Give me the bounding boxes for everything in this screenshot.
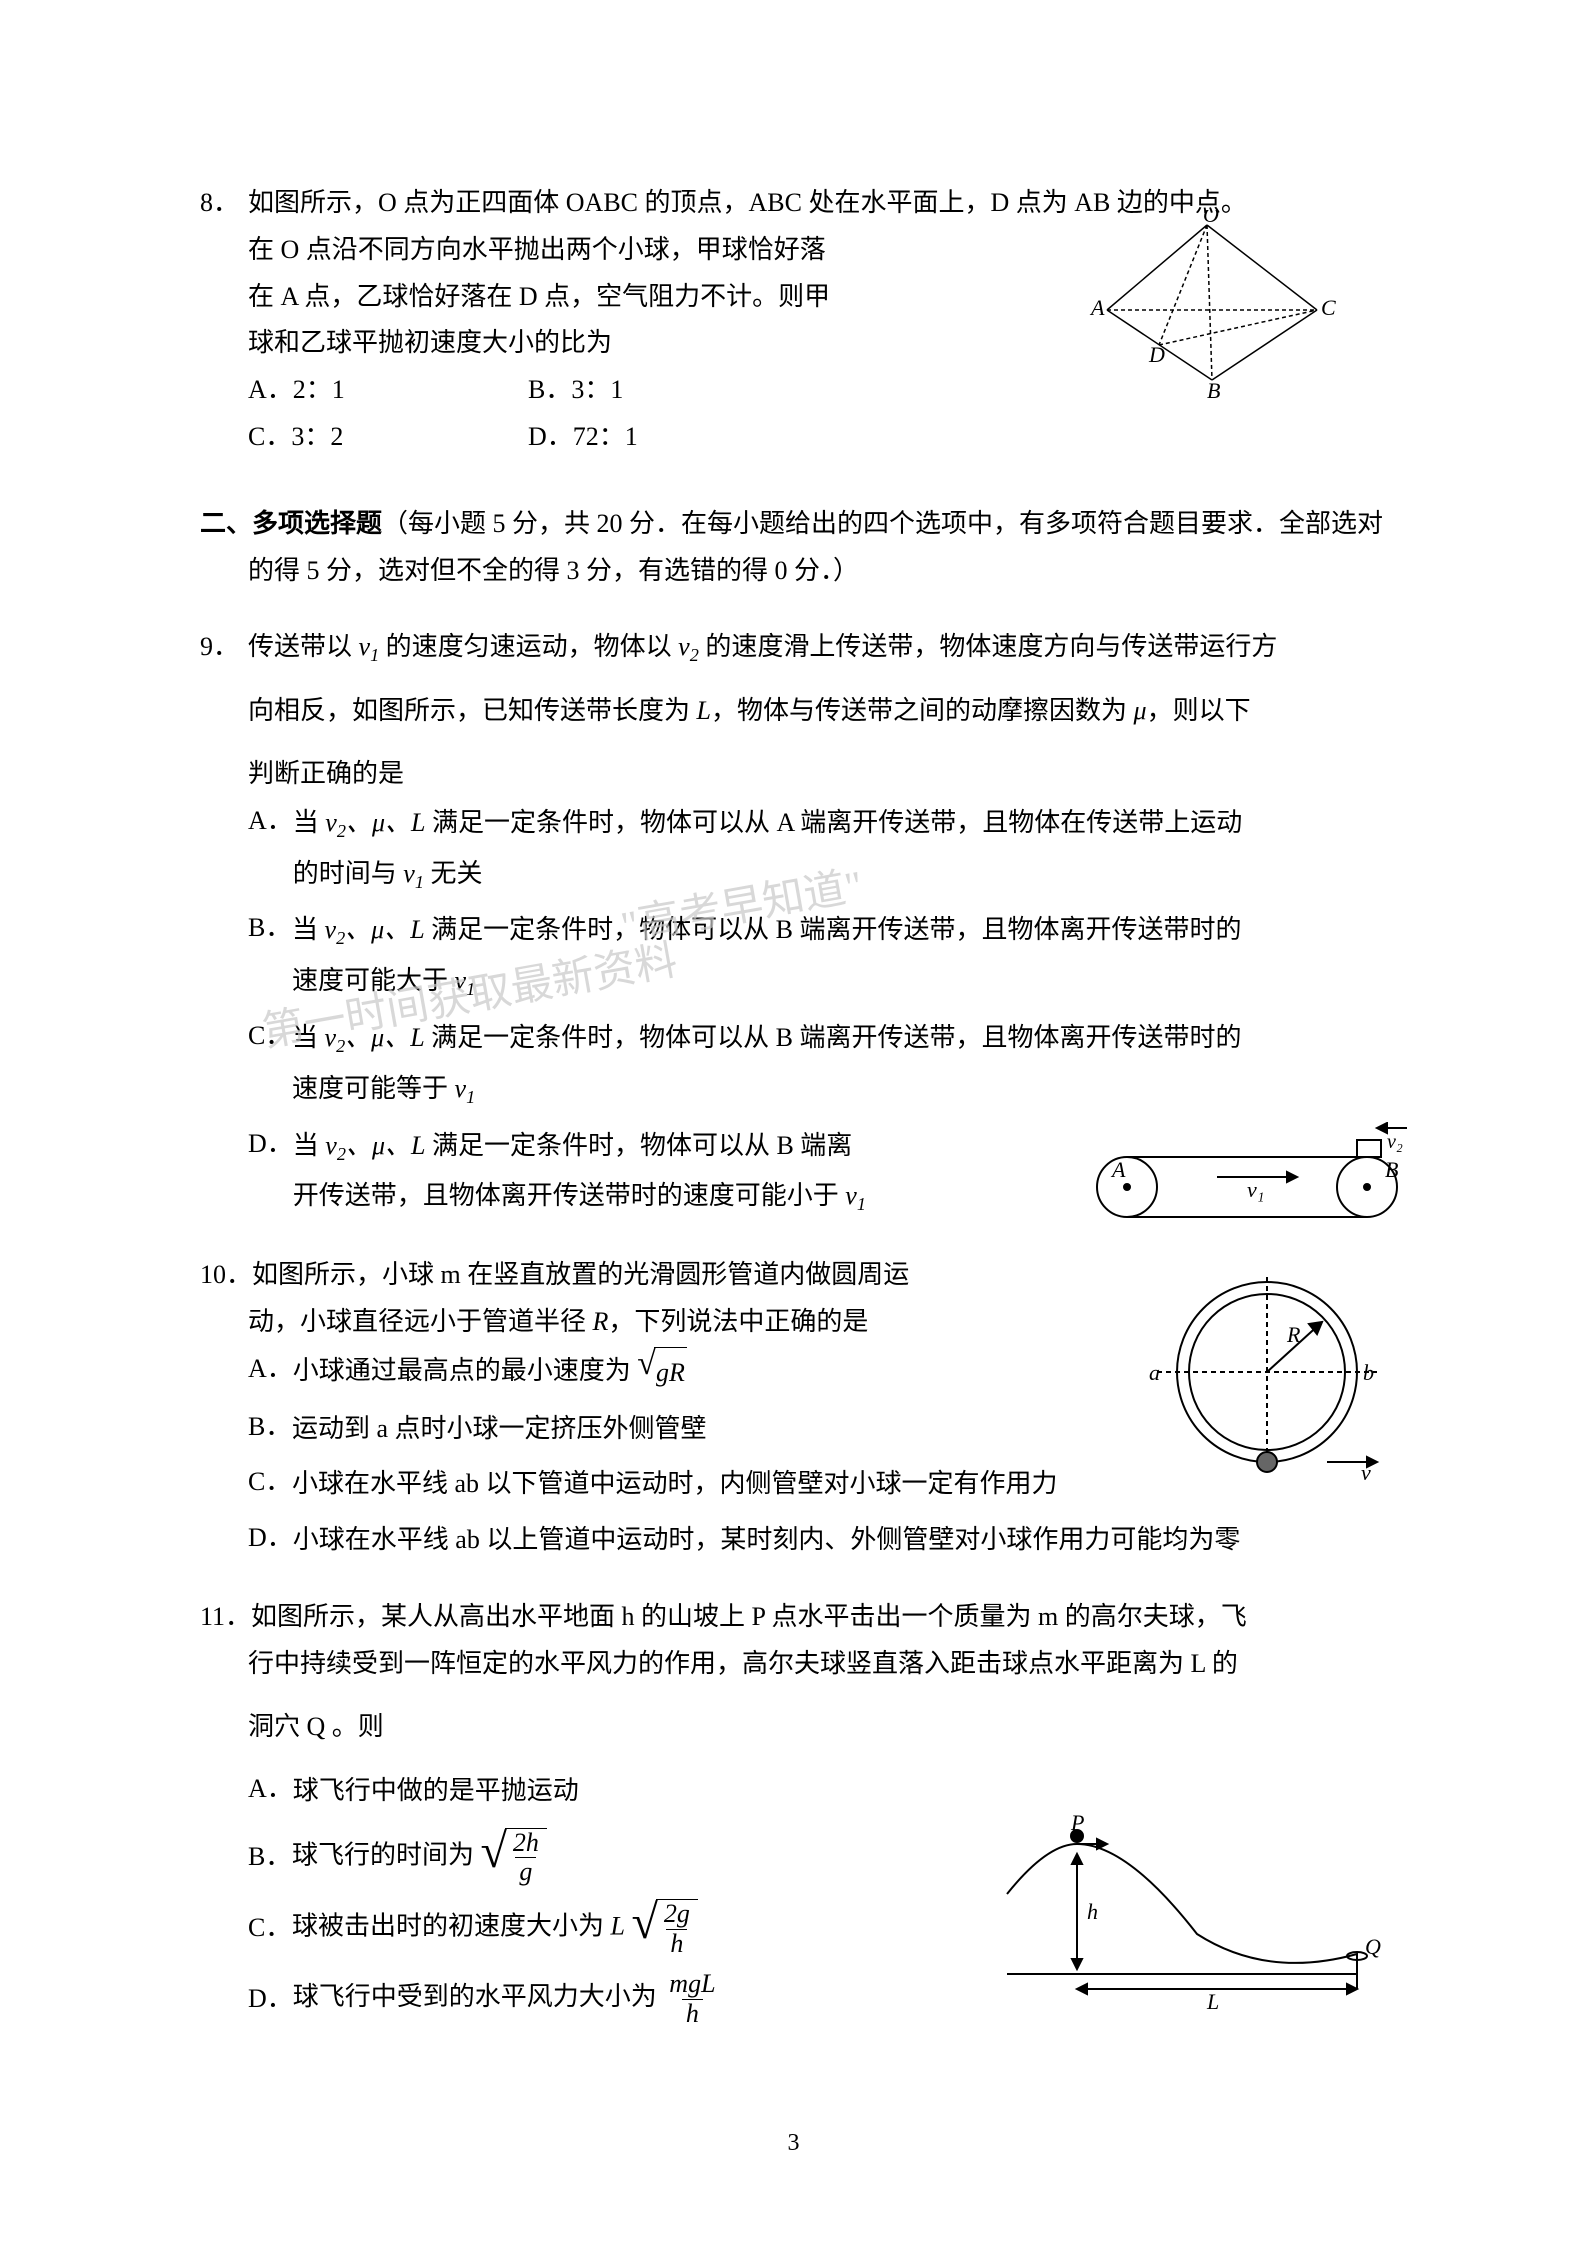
section2-rest: （每小题 5 分，共 20 分．在每小题给出的四个选项中，有多项符合题目要求．全… [248,509,1383,585]
svg-text:C: C [1321,295,1336,320]
q9-number: 9． [200,624,248,672]
q11-line1: 如图所示，某人从高出水平地面 h 的山坡上 P 点水平击出一个质量为 m 的高尔… [251,1594,1387,1641]
svg-text:h: h [1087,1899,1098,1924]
svg-text:A: A [1089,295,1105,320]
svg-text:P: P [1070,1814,1084,1835]
q8-optA: A．2：1 [248,367,528,414]
q9-optB: B． 当 v2、μ、L 满足一定条件时，物体可以从 B 端离开传送带，且物体离开… [200,905,1387,1007]
q10-optD: D． 小球在水平线 ab 以上管道中运动时，某时刻内、外侧管壁对小球作用力可能均… [200,1515,1387,1564]
svg-text:v₂: v₂ [1387,1131,1403,1153]
q8-optC: C．3：2 [248,414,528,461]
q11-optA: A． 球飞行中做的是平抛运动 [200,1766,1387,1815]
q11-line2: 行中持续受到一阵恒定的水平风力的作用，高尔夫球竖直落入距击球点水平距离为 L 的 [200,1641,1387,1688]
page-number: 3 [0,2122,1587,2165]
question-10: 10． 如图所示，小球 m 在竖直放置的光滑圆形管道内做圆周运 动，小球直径远小… [200,1252,1387,1564]
svg-text:a: a [1149,1360,1160,1385]
svg-text:A: A [1110,1157,1126,1182]
q10-figure: a b R v [1147,1262,1387,1482]
q11-line3: 洞穴 Q 。则 [200,1704,1387,1751]
q9-line2: 向相反，如图所示，已知传送带长度为 L，物体与传送带之间的动摩擦因数为 μ，则以… [200,688,1387,735]
q9-optC: C． 当 v2、μ、L 满足一定条件时，物体可以从 B 端离开传送带，且物体离开… [200,1013,1387,1115]
exam-page: 8． 如图所示，O 点为正四面体 OABC 的顶点，ABC 处在水平面上，D 点… [0,0,1587,2245]
q10-number: 10． [200,1252,252,1299]
question-9: 9． 传送带以 v1 的速度匀速运动，物体以 v2 的速度滑上传送带，物体速度方… [200,624,1387,1222]
svg-text:v₁: v₁ [1247,1177,1264,1202]
q9-optA: A． 当 v2、μ、L 满足一定条件时，物体可以从 A 端离开传送带，且物体在传… [200,798,1387,900]
svg-text:D: D [1148,342,1165,367]
q9-figure: A B v₁ v₂ [1067,1122,1427,1232]
question-11: 11． 如图所示，某人从高出水平地面 h 的山坡上 P 点水平击出一个质量为 m… [200,1594,1387,2028]
svg-text:B: B [1207,378,1220,400]
question-8: 8． 如图所示，O 点为正四面体 OABC 的顶点，ABC 处在水平面上，D 点… [200,180,1387,461]
q8-figure: O A C D B [1067,210,1347,400]
q8-optB: B．3：1 [528,367,808,414]
q9-line3: 判断正确的是 [200,751,1387,798]
svg-text:Q: Q [1365,1934,1381,1959]
q11-figure: P Q h L [987,1814,1407,2014]
svg-text:v: v [1361,1460,1371,1482]
svg-text:B: B [1385,1157,1398,1182]
svg-text:O: O [1203,210,1219,227]
section2-prefix: 二、 [200,509,252,538]
svg-text:R: R [1286,1322,1301,1347]
q8-optD: D．72：1 [528,414,808,461]
section2-bold: 多项选择题 [252,509,382,538]
svg-text:L: L [1206,1989,1219,2014]
q8-number: 8． [200,180,248,227]
q11-number: 11． [200,1594,251,1641]
q9-line1: 传送带以 v1 的速度匀速运动，物体以 v2 的速度滑上传送带，物体速度方向与传… [248,624,1387,672]
section2-header: 二、多项选择题（每小题 5 分，共 20 分．在每小题给出的四个选项中，有多项符… [200,501,1387,595]
svg-text:b: b [1363,1360,1374,1385]
